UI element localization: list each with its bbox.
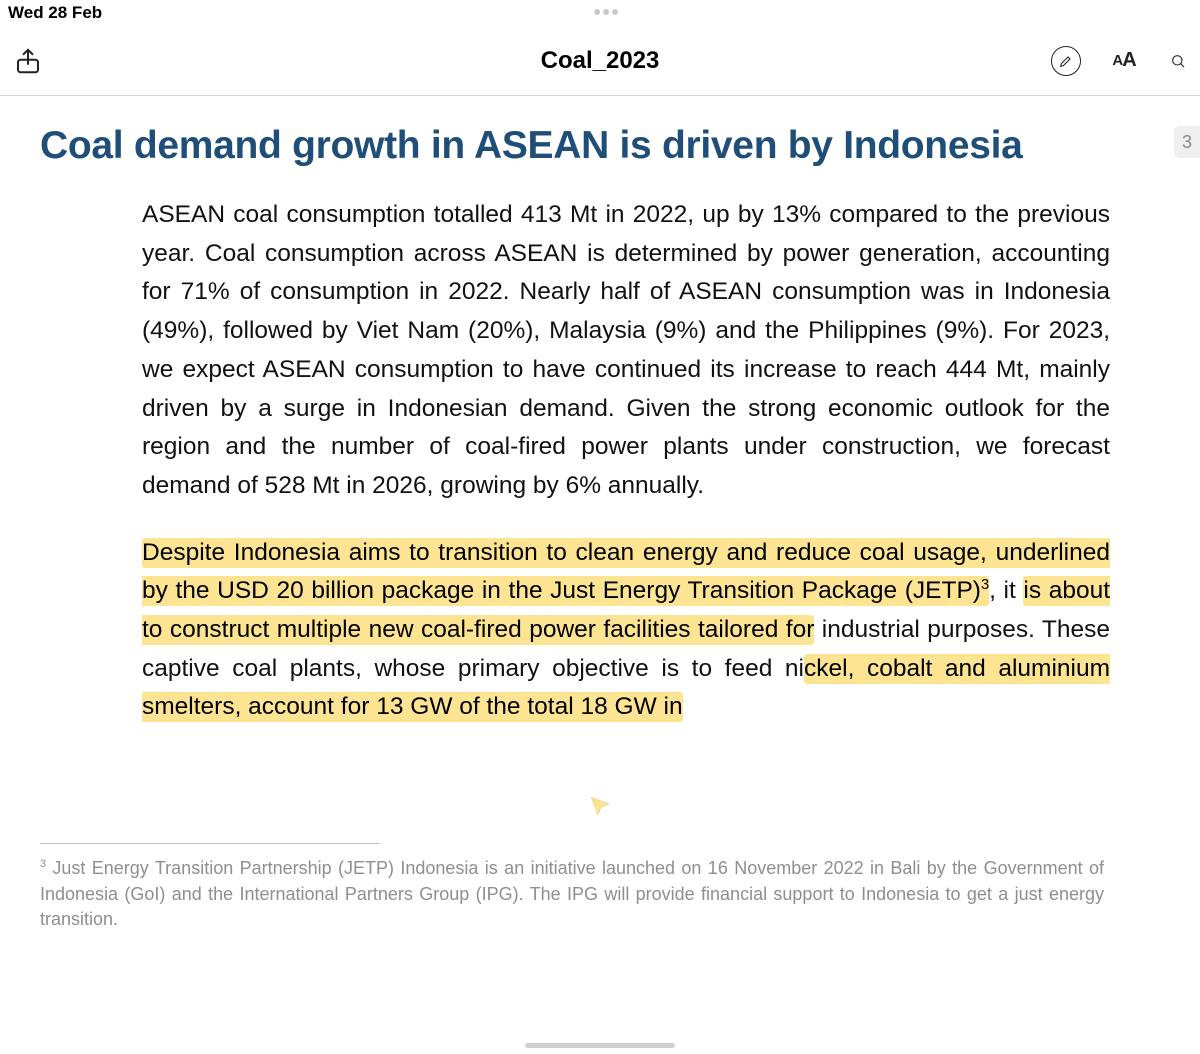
cursor-arrow-icon: [40, 793, 1160, 823]
document-page: 3 Coal demand growth in ASEAN is driven …: [0, 96, 1200, 933]
footnote-ref[interactable]: 3: [981, 577, 989, 593]
section-heading: Coal demand growth in ASEAN is driven by…: [40, 124, 1160, 168]
markup-icon[interactable]: [1048, 43, 1084, 79]
home-indicator: [525, 1043, 675, 1048]
document-title: Coal_2023: [0, 47, 1200, 75]
share-icon[interactable]: [10, 43, 46, 79]
status-date: Wed 28 Feb: [8, 3, 102, 23]
page-indicator[interactable]: 3: [1174, 126, 1200, 158]
footnote-text: 3 Just Energy Transition Partnership (JE…: [40, 856, 1160, 933]
text-size-icon[interactable]: AA: [1106, 43, 1142, 79]
body-paragraph-2: Despite Indonesia aims to transition to …: [142, 534, 1110, 728]
status-bar: Wed 28 Feb •••: [0, 0, 1200, 26]
highlight-span[interactable]: Despite Indonesia aims to transition to …: [142, 538, 1110, 607]
body-paragraph-1: ASEAN coal consumption totalled 413 Mt i…: [142, 196, 1110, 506]
footnote-rule: [40, 843, 380, 844]
search-icon[interactable]: [1164, 43, 1186, 79]
status-dots-icon: •••: [594, 3, 621, 23]
toolbar: Coal_2023 AA: [0, 26, 1200, 96]
